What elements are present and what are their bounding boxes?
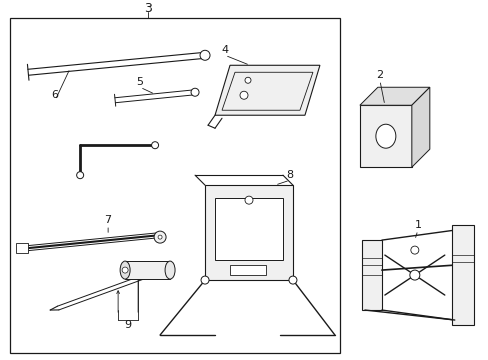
- Text: 3: 3: [144, 2, 152, 15]
- Text: 7: 7: [104, 215, 111, 225]
- Circle shape: [200, 50, 210, 60]
- Circle shape: [244, 196, 252, 204]
- Circle shape: [77, 172, 83, 179]
- Bar: [204, 185, 292, 280]
- Text: 4: 4: [221, 45, 228, 55]
- Circle shape: [288, 276, 296, 284]
- Bar: [229, 265, 265, 275]
- Text: 9: 9: [124, 320, 131, 330]
- Ellipse shape: [165, 261, 175, 279]
- Circle shape: [410, 246, 418, 254]
- Circle shape: [158, 235, 162, 239]
- Text: 6: 6: [52, 90, 59, 100]
- Text: 5: 5: [136, 77, 143, 87]
- Bar: [125, 261, 170, 279]
- Circle shape: [201, 276, 208, 284]
- Polygon shape: [215, 65, 319, 115]
- Circle shape: [409, 270, 419, 280]
- Circle shape: [191, 88, 199, 96]
- Text: 8: 8: [286, 170, 293, 180]
- Text: 2: 2: [376, 70, 383, 80]
- Circle shape: [122, 267, 128, 273]
- Ellipse shape: [120, 261, 130, 279]
- Ellipse shape: [375, 124, 395, 148]
- Circle shape: [151, 142, 158, 149]
- Text: 1: 1: [413, 220, 421, 230]
- Bar: [16, 243, 28, 253]
- Circle shape: [244, 77, 250, 83]
- Circle shape: [154, 231, 166, 243]
- Bar: [10, 18, 339, 353]
- Circle shape: [240, 91, 247, 99]
- Bar: [361, 240, 381, 310]
- Polygon shape: [359, 87, 429, 105]
- Bar: [215, 198, 283, 260]
- Bar: [359, 105, 411, 167]
- Bar: [451, 225, 473, 325]
- Polygon shape: [411, 87, 429, 167]
